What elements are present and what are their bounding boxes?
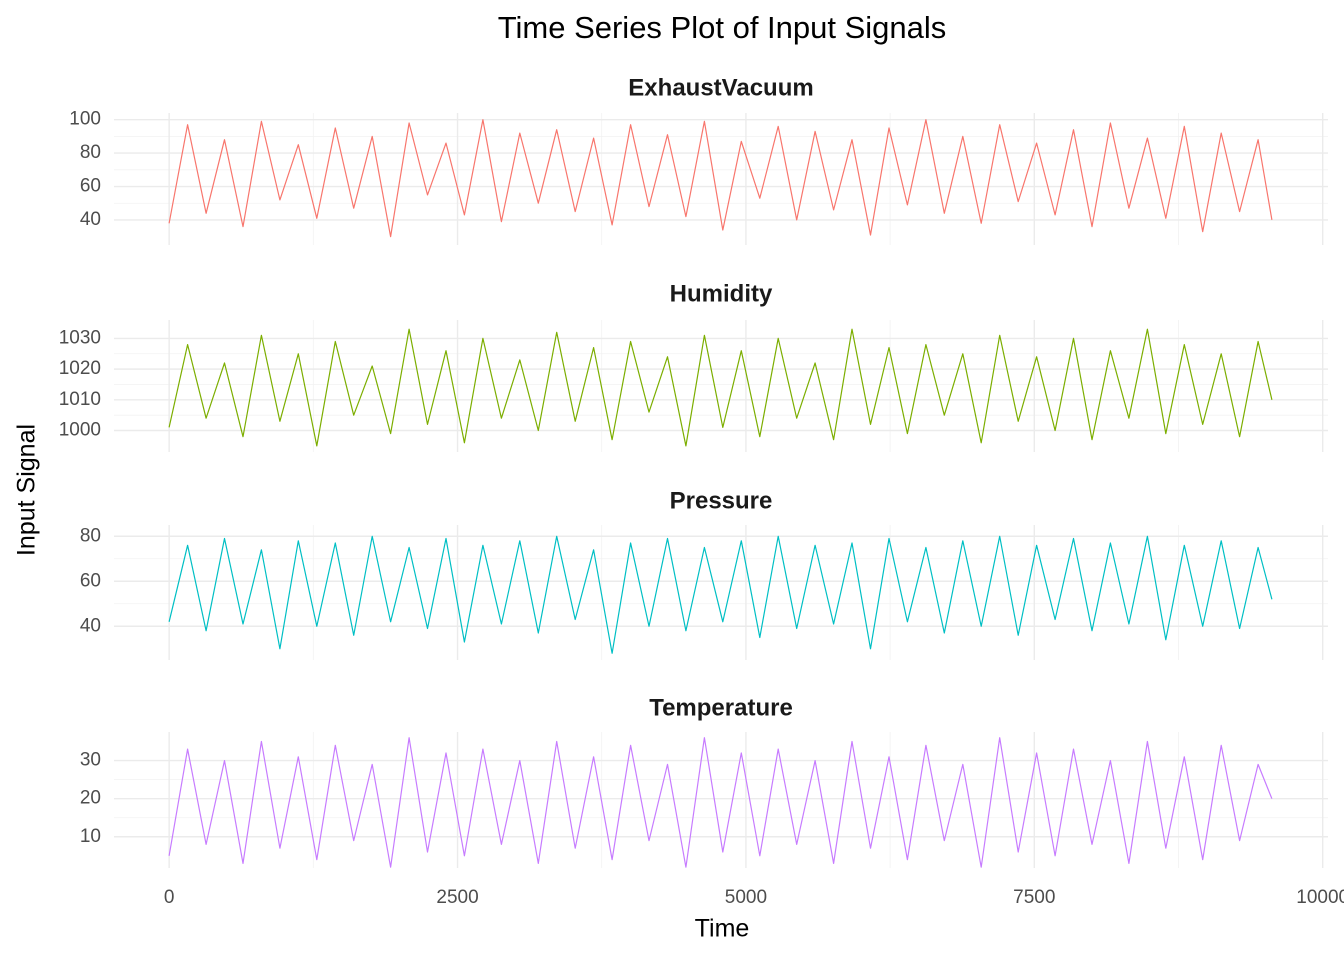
y-tick-label: 60 <box>80 176 101 197</box>
facet-title: Humidity <box>670 280 773 307</box>
x-tick-label: 2500 <box>436 887 478 908</box>
y-tick-label: 1010 <box>59 389 101 410</box>
y-tick-label: 80 <box>80 525 101 546</box>
y-tick-label: 1030 <box>59 327 101 348</box>
y-tick-label: 10 <box>80 826 101 847</box>
signal-line <box>168 535 1273 654</box>
y-tick-label: 100 <box>69 109 101 130</box>
y-tick-label: 1020 <box>59 358 101 379</box>
x-tick-label: 7500 <box>1013 887 1055 908</box>
signal-line <box>168 737 1273 868</box>
y-tick-label: 30 <box>80 750 101 771</box>
x-axis-title: Time <box>695 915 750 943</box>
chart-title: Time Series Plot of Input Signals <box>498 10 947 45</box>
x-tick-label: 10000 <box>1296 887 1344 908</box>
y-tick-label: 80 <box>80 142 101 163</box>
y-tick-label: 1000 <box>59 420 101 441</box>
facet-title: ExhaustVacuum <box>628 74 813 101</box>
y-axis-title: Input Signal <box>13 424 41 556</box>
signal-line <box>168 119 1273 238</box>
facet-title: Temperature <box>649 694 793 721</box>
y-tick-label: 40 <box>80 209 101 230</box>
signal-line <box>168 328 1273 447</box>
y-tick-label: 20 <box>80 788 101 809</box>
y-tick-label: 60 <box>80 570 101 591</box>
x-tick-label: 5000 <box>725 887 767 908</box>
y-tick-label: 40 <box>80 615 101 636</box>
facet-title: Pressure <box>670 487 773 514</box>
x-tick-label: 0 <box>164 887 175 908</box>
